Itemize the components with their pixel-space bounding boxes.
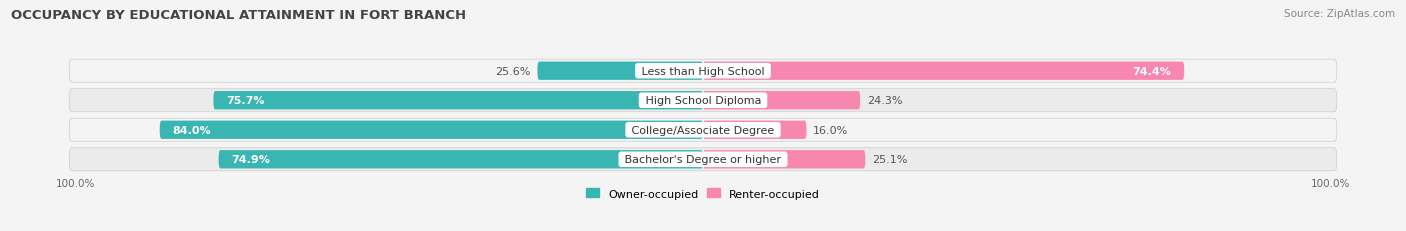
Text: Less than High School: Less than High School — [638, 67, 768, 76]
FancyBboxPatch shape — [703, 121, 807, 139]
FancyBboxPatch shape — [69, 60, 1337, 83]
Text: 74.9%: 74.9% — [232, 155, 270, 164]
FancyBboxPatch shape — [703, 92, 860, 110]
Text: 16.0%: 16.0% — [813, 125, 848, 135]
Text: 25.6%: 25.6% — [495, 67, 531, 76]
FancyBboxPatch shape — [160, 121, 703, 139]
FancyBboxPatch shape — [218, 150, 703, 169]
Text: 84.0%: 84.0% — [173, 125, 211, 135]
FancyBboxPatch shape — [537, 62, 703, 81]
Legend: Owner-occupied, Renter-occupied: Owner-occupied, Renter-occupied — [581, 184, 825, 203]
Text: 25.1%: 25.1% — [872, 155, 907, 164]
Text: High School Diploma: High School Diploma — [641, 96, 765, 106]
FancyBboxPatch shape — [69, 89, 1337, 112]
Text: College/Associate Degree: College/Associate Degree — [628, 125, 778, 135]
FancyBboxPatch shape — [214, 92, 703, 110]
FancyBboxPatch shape — [69, 148, 1337, 171]
Text: Bachelor's Degree or higher: Bachelor's Degree or higher — [621, 155, 785, 164]
Text: 100.0%: 100.0% — [56, 178, 96, 188]
Text: 24.3%: 24.3% — [866, 96, 903, 106]
FancyBboxPatch shape — [703, 150, 865, 169]
FancyBboxPatch shape — [69, 119, 1337, 142]
Text: OCCUPANCY BY EDUCATIONAL ATTAINMENT IN FORT BRANCH: OCCUPANCY BY EDUCATIONAL ATTAINMENT IN F… — [11, 9, 467, 22]
Text: 75.7%: 75.7% — [226, 96, 264, 106]
Text: 100.0%: 100.0% — [1310, 178, 1350, 188]
Text: Source: ZipAtlas.com: Source: ZipAtlas.com — [1284, 9, 1395, 19]
Text: 74.4%: 74.4% — [1132, 67, 1171, 76]
FancyBboxPatch shape — [703, 62, 1184, 81]
